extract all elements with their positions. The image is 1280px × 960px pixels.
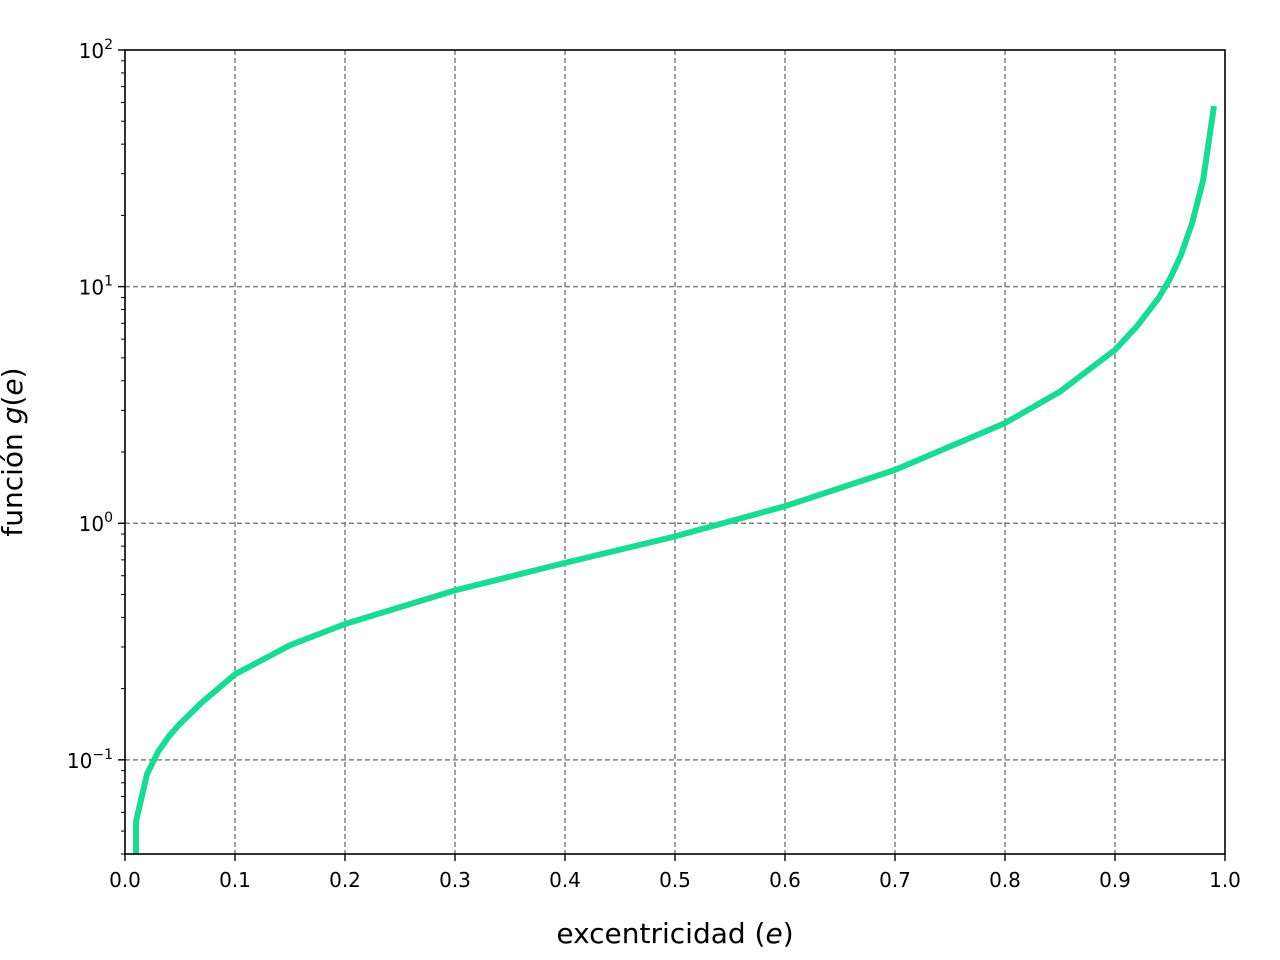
y-tick-label: 100 <box>79 510 113 536</box>
series-line <box>133 105 1217 854</box>
x-tick-label: 0.0 <box>109 868 141 892</box>
grid <box>125 50 1225 854</box>
y-tick-label: 10−1 <box>67 747 113 773</box>
x-axis-label: excentricidad (e) <box>556 917 793 950</box>
x-tick-label: 1.0 <box>1209 868 1241 892</box>
x-tick-label: 0.2 <box>329 868 361 892</box>
x-tick-label: 0.6 <box>769 868 801 892</box>
x-tick-label: 0.5 <box>659 868 691 892</box>
x-tick-label: 0.4 <box>549 868 581 892</box>
series-layer <box>133 105 1217 854</box>
x-tick-label: 0.1 <box>219 868 251 892</box>
x-tick-label: 0.7 <box>879 868 911 892</box>
y-tick-label: 101 <box>79 274 113 300</box>
y-axis: 10−1 100 101 102 <box>67 37 125 855</box>
y-axis-label: función g(e) <box>0 367 29 536</box>
x-tick-label: 0.9 <box>1099 868 1131 892</box>
x-axis: 0.0 0.1 0.2 0.3 0.4 0.5 0.6 0.7 0.8 0.9 1.0 <box>109 854 1241 892</box>
x-tick-label: 0.3 <box>439 868 471 892</box>
y-tick-label: 102 <box>79 37 113 63</box>
x-tick-label: 0.8 <box>989 868 1021 892</box>
